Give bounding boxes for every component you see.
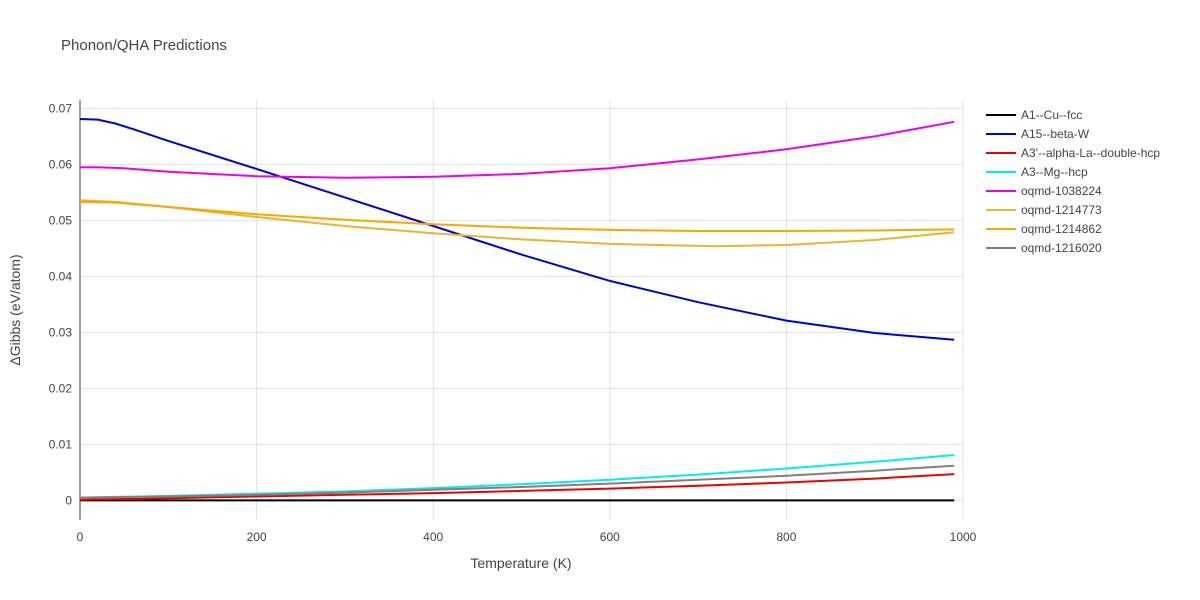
series-line-oqmd-1216020 <box>79 464 955 499</box>
legend-item[interactable]: A3'--alpha-La--double-hcp <box>986 146 1160 160</box>
legend-item[interactable]: A1--Cu--fcc <box>986 108 1082 122</box>
legend-item[interactable]: A3--Mg--hcp <box>986 165 1088 179</box>
x-tick-label: 600 <box>600 530 620 544</box>
x-tick-label: 0 <box>77 530 84 544</box>
y-axis-label: ΔGibbs (eV/atom) <box>7 254 23 365</box>
grid <box>79 100 964 520</box>
legend-label: oqmd-1214773 <box>1021 203 1102 217</box>
x-tick-label: 800 <box>776 530 796 544</box>
legend-label: A1--Cu--fcc <box>1021 108 1082 122</box>
y-tick-label: 0.02 <box>49 381 73 395</box>
y-axis: 0 0.01 0.02 0.03 0.04 0.05 0.06 0.07 <box>49 101 73 507</box>
series-line-A3'--alpha-La--double-hcp <box>79 473 955 501</box>
x-tick-label: 200 <box>247 530 267 544</box>
x-tick-label: 400 <box>423 530 443 544</box>
legend-item[interactable]: A15--beta-W <box>986 127 1090 141</box>
legend-label: A15--beta-W <box>1021 127 1090 141</box>
y-tick-label: 0.01 <box>49 437 73 451</box>
legend: A1--Cu--fcc A15--beta-W A3'--alpha-La--dou… <box>986 108 1160 255</box>
legend-item[interactable]: oqmd-1216020 <box>986 241 1102 255</box>
legend-label: oqmd-1038224 <box>1021 184 1102 198</box>
legend-label: A3--Mg--hcp <box>1021 165 1088 179</box>
y-tick-label: 0.05 <box>49 213 73 227</box>
series-line-A15--beta-W <box>79 118 955 341</box>
x-axis-label: Temperature (K) <box>470 555 571 571</box>
legend-label: oqmd-1214862 <box>1021 222 1102 236</box>
x-axis: 0 200 400 600 800 1000 <box>77 530 977 544</box>
chart-title: Phonon/QHA Predictions <box>61 37 227 54</box>
series-line-oqmd-1038224 <box>80 120 955 179</box>
plot-area <box>79 118 955 502</box>
y-tick-label: 0.07 <box>49 101 73 115</box>
legend-item[interactable]: oqmd-1214862 <box>986 222 1102 236</box>
legend-item[interactable]: oqmd-1214773 <box>986 203 1102 217</box>
series-line-oqmd-1214773 <box>79 199 955 248</box>
y-tick-label: 0.04 <box>49 269 73 283</box>
legend-item[interactable]: oqmd-1038224 <box>986 184 1102 198</box>
y-tick-label: 0.06 <box>49 157 73 171</box>
y-tick-label: 0.03 <box>49 325 73 339</box>
series-line-oqmd-1214862 <box>79 200 955 232</box>
y-tick-label: 0 <box>65 493 72 507</box>
x-tick-label: 1000 <box>950 530 977 544</box>
legend-label: A3'--alpha-La--double-hcp <box>1021 146 1160 160</box>
legend-label: oqmd-1216020 <box>1021 241 1102 255</box>
